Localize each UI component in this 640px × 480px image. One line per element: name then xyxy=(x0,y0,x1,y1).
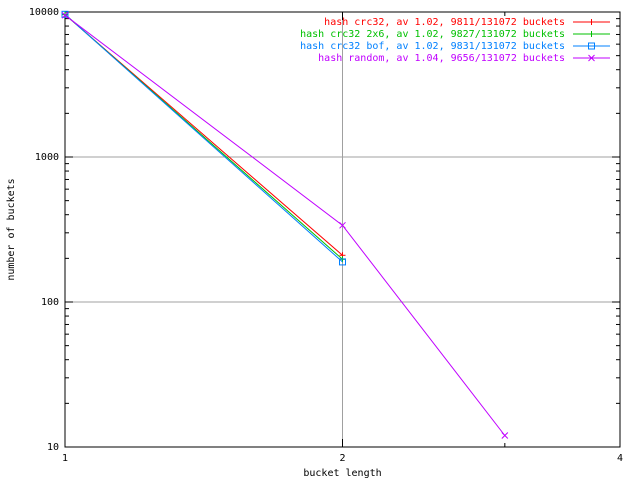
axis-ticks: 10 100 1000 10000 1 2 4 xyxy=(29,7,623,464)
series-3 xyxy=(61,10,346,266)
legend-marker xyxy=(588,31,595,37)
y-axis-label: number of buckets xyxy=(6,178,17,280)
legend: hash crc32, av 1.02, 9811/131072 buckets… xyxy=(300,17,610,64)
x-axis-label: bucket length xyxy=(303,468,381,479)
series-line xyxy=(64,13,343,263)
legend-entry-label: hash crc32, av 1.02, 9811/131072 buckets xyxy=(324,17,565,28)
legend-marker xyxy=(588,19,595,25)
y-tick-label: 10 xyxy=(47,442,59,453)
y-tick-label: 10000 xyxy=(29,7,59,18)
legend-marker xyxy=(588,42,595,50)
data-point xyxy=(61,11,69,19)
data-point xyxy=(339,221,346,229)
legend-marker xyxy=(588,54,595,62)
series xyxy=(61,10,509,439)
legend-entry-label: hash crc32 2x6, av 1.02, 9827/131072 buc… xyxy=(300,29,565,40)
y-tick-label: 100 xyxy=(41,297,59,308)
data-point xyxy=(61,10,69,18)
grid xyxy=(65,12,620,447)
data-point xyxy=(339,258,346,266)
legend-entry-label: hash random, av 1.04, 9656/131072 bucket… xyxy=(318,53,565,64)
legend-entry-label: hash crc32 bof, av 1.02, 9831/131072 buc… xyxy=(300,41,565,52)
x-tick-label: 4 xyxy=(617,453,623,464)
y-tick-label: 1000 xyxy=(35,152,59,163)
x-tick-label: 1 xyxy=(62,453,68,464)
x-tick-label: 2 xyxy=(339,453,345,464)
data-point xyxy=(501,432,509,439)
series-4 xyxy=(61,11,509,439)
